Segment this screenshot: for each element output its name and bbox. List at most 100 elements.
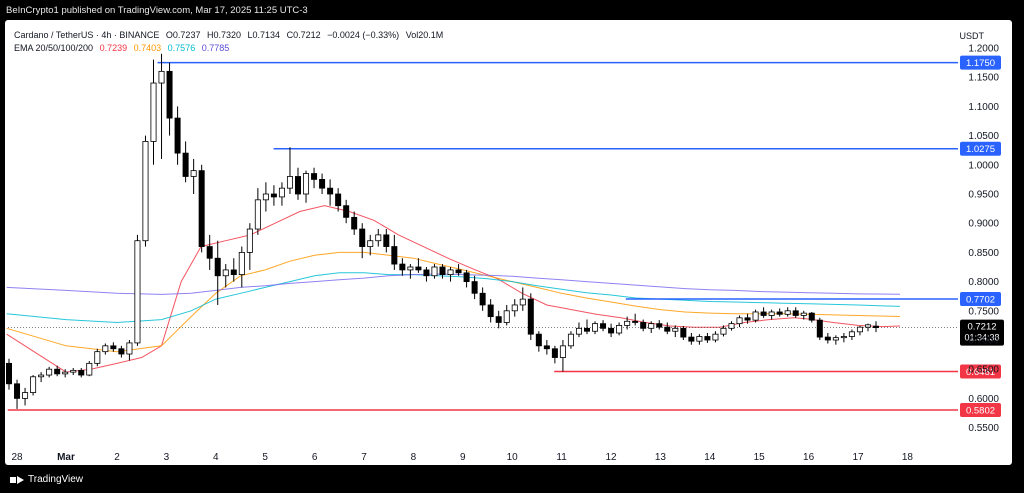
time-tick-label: 5 — [262, 452, 268, 463]
candle-body — [303, 173, 310, 195]
high-value: H0.7320 — [206, 30, 241, 40]
candle-body — [463, 272, 470, 282]
candle-body — [503, 310, 510, 323]
candle-body — [584, 327, 591, 332]
time-tick-label: 12 — [605, 452, 617, 463]
candle-body — [375, 234, 382, 242]
candle-body — [343, 205, 350, 218]
level-price-tag — [960, 364, 1001, 379]
candle-body — [873, 325, 880, 329]
candle-body — [648, 323, 655, 329]
candle-body — [54, 368, 61, 375]
candle-body — [704, 336, 711, 341]
footer-brand-label: TradingView — [28, 474, 84, 485]
candle-body — [752, 311, 759, 321]
time-tick-label: 13 — [655, 452, 667, 463]
candle-body — [110, 345, 117, 350]
level-price-tag — [960, 55, 1001, 70]
candle-body — [856, 326, 863, 333]
time-tick-label: 3 — [164, 452, 170, 463]
price-tick-label: 0.9000 — [968, 219, 999, 230]
symbol-label[interactable]: Cardano / TetherUS · 4h · BINANCE — [14, 30, 160, 40]
price-tick-label: 0.9500 — [968, 190, 999, 201]
candle-body — [495, 316, 502, 323]
candle-body — [527, 298, 534, 335]
candle-body — [206, 246, 213, 259]
price-tick-label: 0.6500 — [968, 365, 999, 376]
candle-body — [359, 228, 366, 247]
candle-body — [62, 371, 69, 375]
candle-body — [102, 345, 109, 353]
price-tick-label: 0.8500 — [968, 248, 999, 259]
candle-body — [848, 331, 855, 337]
time-tick-label: 9 — [460, 452, 466, 463]
candle-body — [864, 324, 871, 328]
candle-body — [543, 345, 550, 350]
candle-body — [471, 281, 478, 294]
price-tick-label: 1.1000 — [968, 102, 999, 113]
time-tick-label: 14 — [704, 452, 716, 463]
candle-body — [439, 266, 446, 275]
time-tick-label: Mar — [57, 452, 75, 463]
candles — [6, 53, 880, 409]
candle-body — [70, 369, 77, 373]
time-tick-label: 6 — [312, 452, 318, 463]
ema-line — [6, 273, 901, 295]
candle-body — [270, 193, 277, 198]
candle-body — [575, 327, 582, 335]
candle-body — [800, 312, 807, 316]
candle-body — [720, 327, 727, 335]
candle-body — [415, 266, 422, 271]
candle-body — [230, 269, 237, 275]
candle-body — [728, 323, 735, 329]
candle-body — [712, 333, 719, 341]
candle-body — [431, 266, 438, 277]
candle-body — [182, 152, 189, 177]
footer-brand[interactable]: TradingView — [10, 474, 83, 485]
price-tick-label: 0.6000 — [968, 394, 999, 405]
time-tick-label: 10 — [507, 452, 519, 463]
level-price-label: 0.6461 — [966, 367, 995, 378]
candle-body — [511, 304, 518, 312]
price-tick-label: 1.0000 — [968, 160, 999, 171]
level-lines: 1.1750 1.0275 0.7702 0.6461 0.5802 0.721201:3… — [7, 55, 1004, 417]
candle-body — [238, 251, 245, 275]
candle-body — [535, 333, 542, 347]
ema-label[interactable]: EMA 20/50/100/200 — [14, 43, 94, 53]
open-value: O0.7237 — [165, 30, 201, 40]
candle-body — [824, 336, 831, 341]
ema-lines — [6, 205, 901, 373]
candle-body — [286, 176, 293, 189]
price-tick-label: 0.5500 — [968, 423, 999, 434]
candle-body — [760, 311, 767, 316]
candle-body — [559, 345, 566, 358]
chart-panel: Cardano / TetherUS · 4h · BINANCE O0.723… — [5, 20, 1012, 465]
candle-body — [519, 298, 526, 306]
ema100-value: 0.7576 — [167, 43, 196, 53]
ema-legend: EMA 20/50/100/200 0.7239 0.7403 0.7576 0… — [14, 43, 233, 53]
candle-body — [142, 141, 149, 242]
price-tick-label: 1.0500 — [968, 131, 999, 142]
price-tick-label: 0.8000 — [968, 277, 999, 288]
candle-body — [600, 323, 607, 329]
price-tick-label: 0.7000 — [968, 336, 999, 347]
ema-line — [6, 205, 901, 373]
level-price-label: 1.0275 — [966, 144, 995, 155]
time-tick-label: 16 — [803, 452, 815, 463]
candle-body — [118, 348, 125, 355]
candle-body — [254, 199, 261, 230]
candle-body — [158, 70, 165, 84]
candle-body — [808, 312, 815, 321]
countdown-label: 01:34:38 — [964, 333, 999, 343]
candle-body — [487, 304, 494, 318]
time-tick-label: 7 — [361, 452, 367, 463]
candle-body — [6, 362, 12, 385]
candle-body — [134, 240, 141, 344]
price-tick-label: 1.1500 — [968, 73, 999, 84]
time-tick-label: 4 — [213, 452, 219, 463]
candle-body — [423, 269, 430, 277]
candle-body — [190, 170, 197, 177]
candle-body — [632, 320, 639, 323]
candle-body — [664, 326, 671, 332]
